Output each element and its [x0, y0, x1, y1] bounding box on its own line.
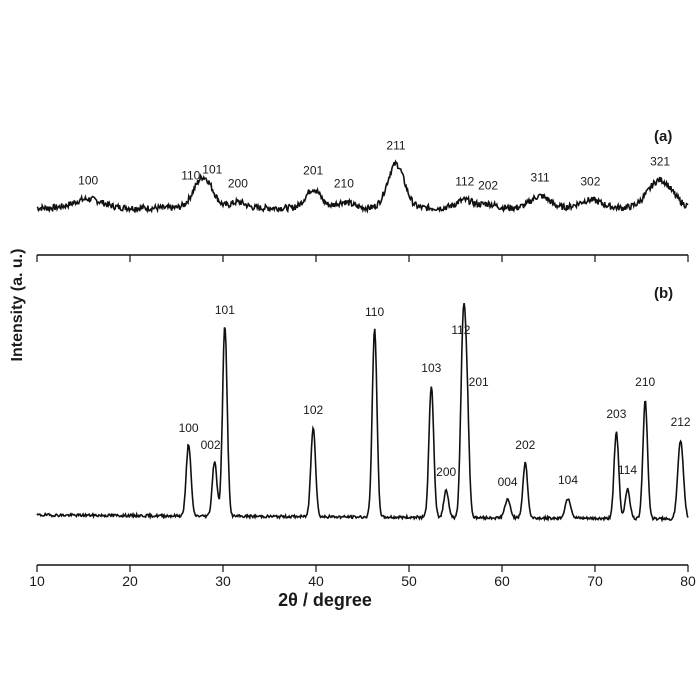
- peak-label: 110: [365, 305, 384, 319]
- peak-label: 200: [228, 177, 248, 191]
- peak-label: 210: [334, 177, 354, 191]
- xrd-pattern-line: [36, 302, 689, 523]
- xrd-pattern-line: [36, 159, 689, 214]
- peak-label: 202: [515, 438, 535, 452]
- peak-label: 112: [451, 323, 470, 337]
- peak-label: 311: [531, 171, 550, 185]
- peak-label: 202: [478, 179, 498, 193]
- panel-a: 100 110 101 200 201 210 211 112 202 311 302 321: [36, 139, 689, 214]
- panel-b-label: (b): [654, 285, 673, 302]
- x-tick-label: 30: [215, 573, 231, 589]
- x-axis-label: 2θ / degree: [278, 590, 372, 610]
- peak-label: 103: [421, 361, 441, 375]
- x-tick-label: 40: [308, 573, 324, 589]
- peak-label: 321: [650, 155, 670, 169]
- x-tick-label: 80: [680, 573, 696, 589]
- peak-label: 004: [498, 475, 518, 489]
- peak-label: 302: [580, 175, 600, 189]
- peak-label: 212: [671, 415, 691, 429]
- x-tick-label: 70: [587, 573, 603, 589]
- peak-label: 102: [303, 403, 323, 417]
- peak-label: 100: [179, 421, 199, 435]
- peak-label: 114: [618, 463, 637, 477]
- x-tick-label: 50: [401, 573, 417, 589]
- peak-label: 201: [469, 375, 489, 389]
- peak-label: 201: [303, 164, 323, 178]
- x-tick-label: 20: [122, 573, 138, 589]
- panel-a-label: (a): [654, 128, 672, 145]
- peak-label: 200: [436, 465, 456, 479]
- axes: 10 20 30 40 50 60 70 80: [29, 254, 696, 589]
- peak-label: 100: [78, 174, 98, 188]
- x-tick-label: 60: [494, 573, 510, 589]
- peak-label: 002: [201, 438, 221, 452]
- peak-label: 104: [558, 473, 578, 487]
- peak-label: 211: [386, 139, 405, 153]
- peak-label: 112: [455, 175, 474, 189]
- y-axis-label: Intensity (a. u.): [9, 249, 26, 362]
- peak-label: 101: [215, 303, 235, 317]
- peak-label: 110: [181, 169, 200, 183]
- peak-label: 210: [635, 375, 655, 389]
- peak-label: 203: [606, 407, 626, 421]
- peak-label: 101: [202, 163, 222, 177]
- x-tick-label: 10: [29, 573, 45, 589]
